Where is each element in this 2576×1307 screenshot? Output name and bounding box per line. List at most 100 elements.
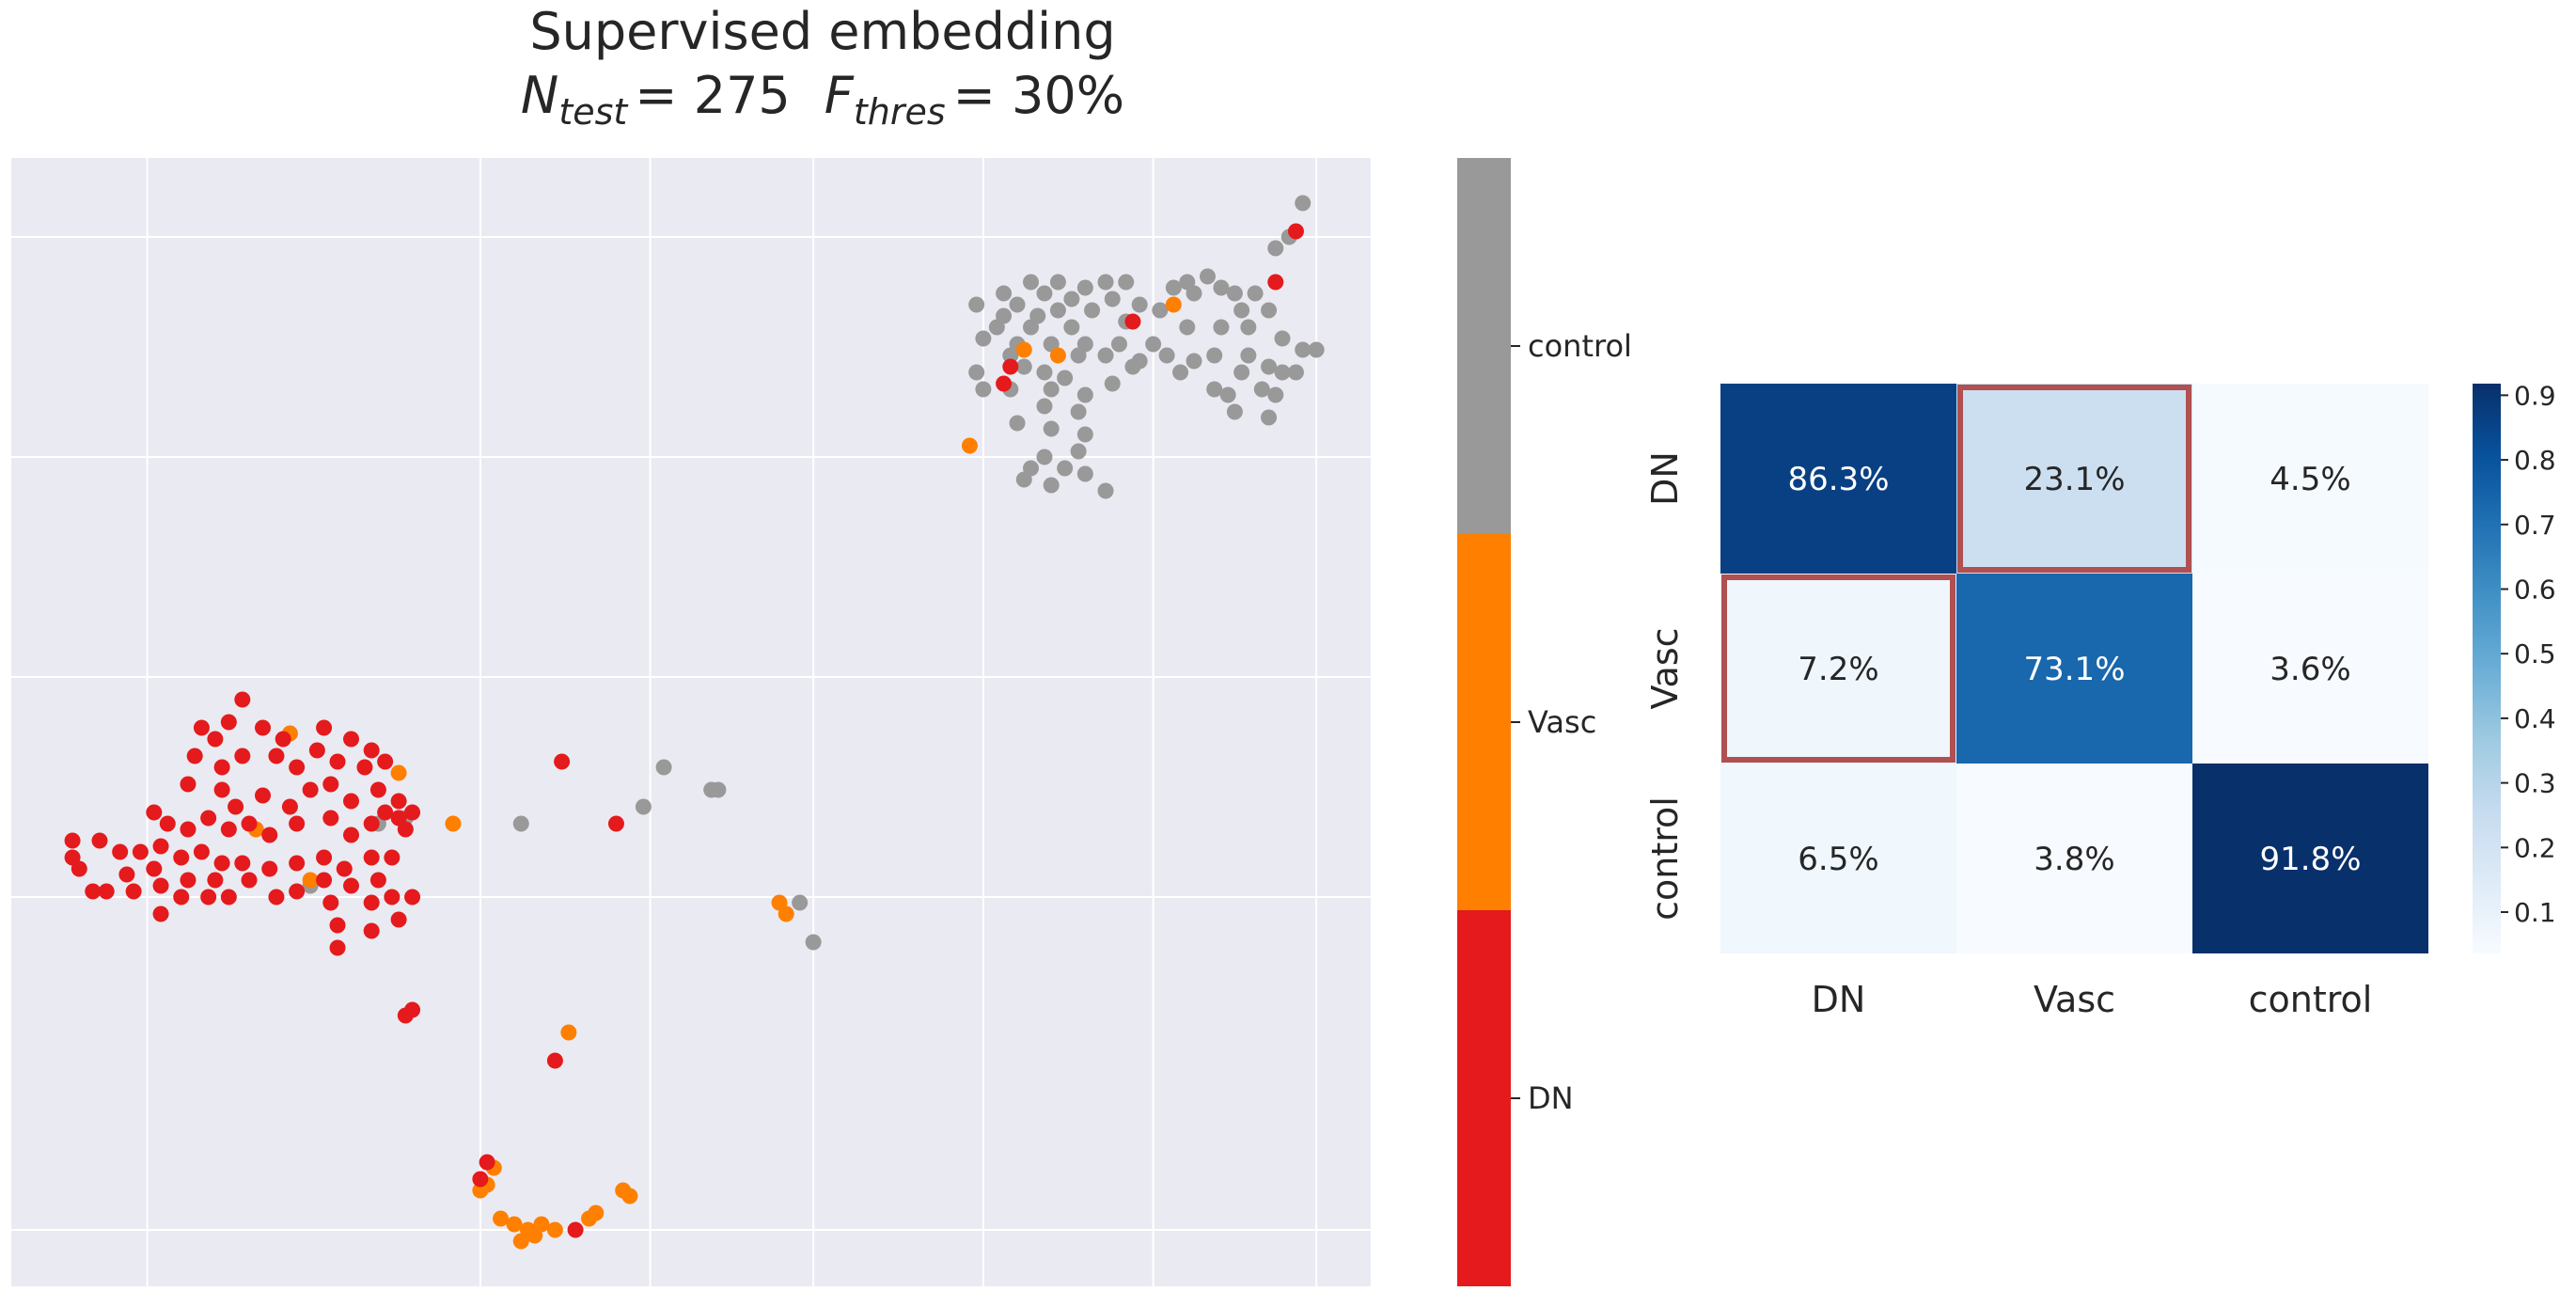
point-dn — [302, 781, 319, 798]
point-dn — [322, 894, 339, 911]
point-control — [1261, 358, 1278, 375]
point-dn — [363, 815, 380, 832]
colorbar-label-dn: DN — [1528, 1080, 1574, 1116]
point-dn — [1124, 313, 1141, 330]
point-control — [1226, 403, 1243, 420]
point-dn — [268, 748, 285, 764]
point-dn — [275, 731, 291, 748]
point-control — [1199, 268, 1216, 285]
point-dn — [207, 731, 224, 748]
point-control — [1049, 302, 1066, 319]
point-control — [1261, 302, 1278, 319]
point-control — [710, 781, 727, 798]
point-control — [1206, 381, 1223, 398]
point-control — [1206, 347, 1223, 364]
point-control — [1131, 296, 1148, 313]
point-dn — [369, 781, 386, 798]
point-control — [1076, 386, 1093, 403]
point-dn — [289, 815, 306, 832]
point-dn — [316, 719, 333, 736]
f-symbol: F — [825, 66, 855, 125]
point-vasc — [1015, 341, 1032, 358]
f-subscript: thres — [854, 91, 946, 133]
point-dn — [289, 883, 306, 900]
point-dn — [322, 810, 339, 827]
point-control — [1308, 341, 1325, 358]
point-control — [792, 894, 809, 911]
point-vasc — [472, 1182, 489, 1199]
point-control — [1172, 364, 1189, 381]
point-dn — [377, 804, 394, 821]
point-dn — [377, 753, 394, 770]
point-dn — [363, 742, 380, 759]
heatmap-colorbar-tick-label: 0.2 — [2514, 832, 2556, 863]
point-dn — [996, 375, 1013, 392]
point-control — [1043, 477, 1060, 494]
point-dn — [384, 889, 401, 905]
title-line1: Supervised embedding — [529, 2, 1115, 61]
point-vasc — [526, 1227, 543, 1244]
point-dn — [234, 748, 251, 764]
point-dn — [336, 860, 353, 877]
point-control — [975, 381, 992, 398]
point-dn — [281, 798, 298, 815]
point-dn — [390, 911, 407, 928]
point-dn — [220, 889, 237, 905]
point-vasc — [615, 1182, 632, 1199]
point-control — [1002, 347, 1019, 364]
point-control — [1110, 336, 1127, 353]
point-dn — [308, 742, 325, 759]
point-dn — [479, 1154, 495, 1171]
heatmap-cell-label: 6.5% — [1798, 841, 1878, 878]
heatmap-colorbar-tick-label: 0.7 — [2514, 510, 2556, 541]
point-dn — [261, 827, 278, 843]
heatmap-cell-label: 86.3% — [1787, 461, 1889, 498]
heatmap-colorbar-tick-label: 0.1 — [2514, 897, 2556, 928]
point-dn — [173, 889, 190, 905]
point-control — [1076, 465, 1093, 482]
point-dn — [152, 905, 169, 922]
point-control — [1124, 358, 1141, 375]
point-control — [1152, 302, 1169, 319]
point-vasc — [506, 1216, 523, 1233]
point-dn — [289, 855, 306, 872]
point-dn — [146, 804, 163, 821]
point-control — [1036, 449, 1053, 465]
point-dn — [546, 1052, 563, 1069]
point-dn — [220, 821, 237, 838]
scatter-plot-area — [11, 158, 1371, 1286]
point-dn — [207, 872, 224, 889]
series-vasc — [247, 296, 1182, 1250]
heatmap-cell — [2192, 764, 2428, 953]
point-control — [1240, 319, 1257, 336]
point-control — [1070, 347, 1087, 364]
point-dn — [554, 753, 571, 770]
heatmap-colorbar-tick-label: 0.5 — [2514, 638, 2556, 669]
point-dn — [363, 849, 380, 866]
point-dn — [64, 849, 81, 866]
point-vasc — [493, 1210, 510, 1227]
heatmap-colorbar-gradient — [2473, 384, 2501, 953]
point-control — [1104, 375, 1121, 392]
point-vasc — [445, 815, 462, 832]
point-vasc — [588, 1205, 605, 1221]
point-control — [1070, 443, 1087, 460]
point-control — [1295, 341, 1312, 358]
point-dn — [261, 860, 278, 877]
n-symbol: N — [521, 66, 558, 125]
point-dn — [200, 810, 217, 827]
heatmap-cell — [2192, 574, 2428, 764]
point-control — [1186, 353, 1202, 370]
point-control — [1158, 347, 1175, 364]
heatmap-colorbar-tick-label: 0.9 — [2514, 380, 2556, 411]
point-control — [1267, 386, 1284, 403]
point-control — [1233, 364, 1250, 381]
point-vasc — [961, 437, 978, 454]
point-control — [1057, 460, 1074, 477]
point-control — [1165, 279, 1182, 296]
point-dn — [228, 798, 244, 815]
point-dn — [112, 843, 129, 860]
point-dn — [234, 691, 251, 708]
point-dn — [213, 759, 230, 776]
heatmap-x-tick-label: DN — [1812, 979, 1866, 1020]
